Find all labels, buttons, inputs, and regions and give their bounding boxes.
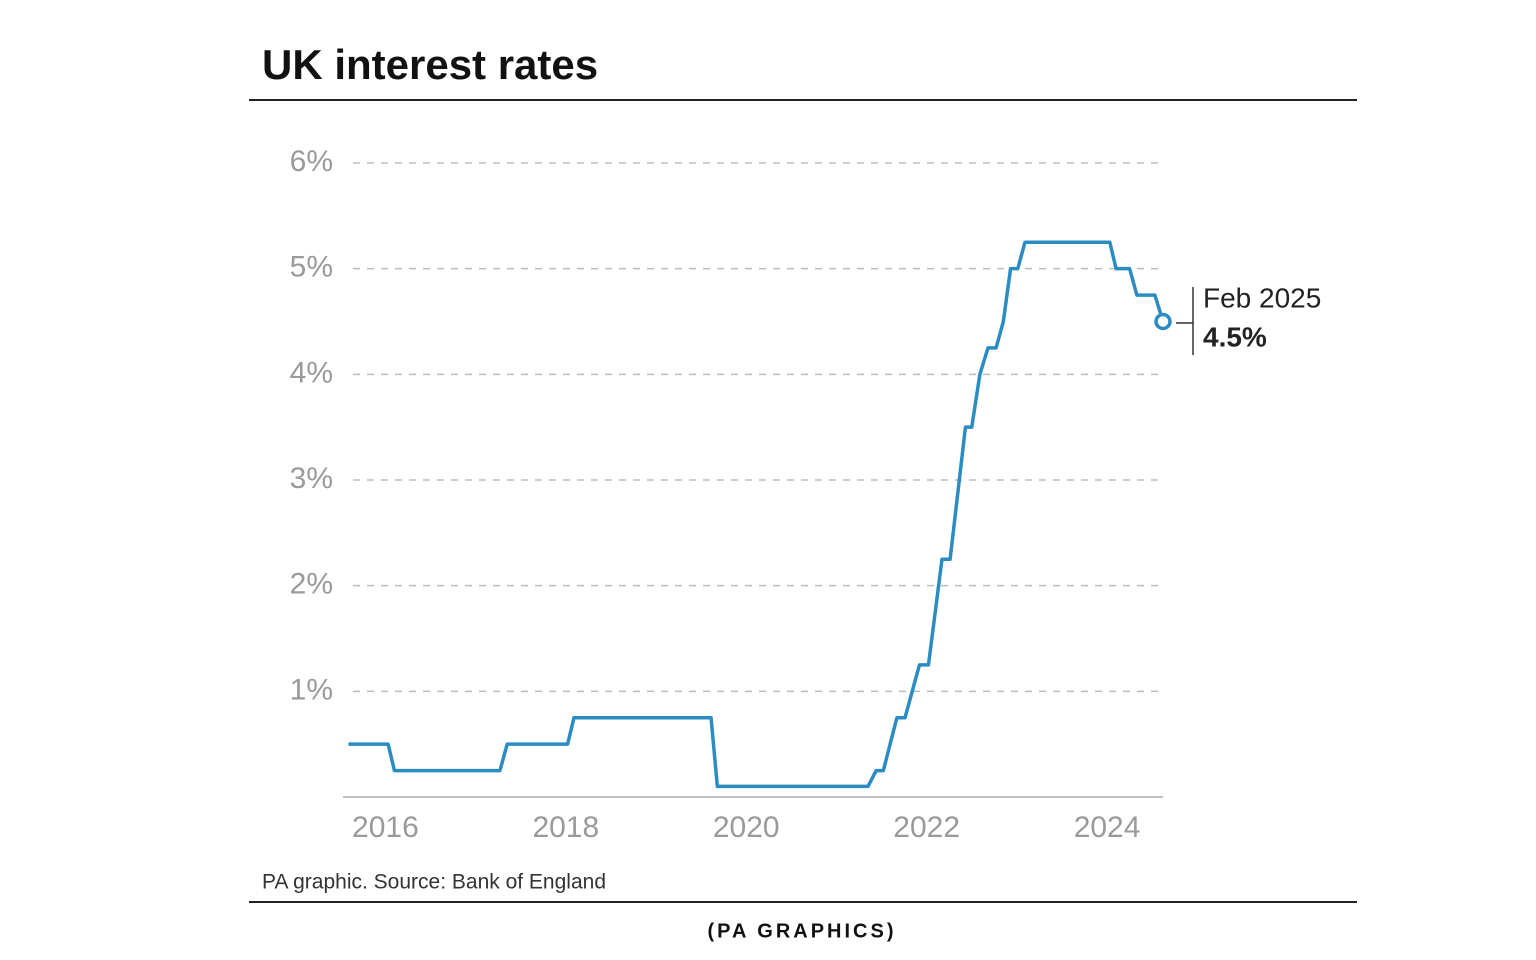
x-tick-label: 2024 xyxy=(1074,811,1141,844)
chart-title: UK interest rates xyxy=(262,41,598,88)
credit: (PA GRAPHICS) xyxy=(708,920,897,942)
end-marker xyxy=(1154,312,1172,331)
y-tick-label: 4% xyxy=(290,356,333,389)
y-tick-label: 2% xyxy=(290,568,333,601)
annotation-date: Feb 2025 xyxy=(1203,282,1321,313)
rate-line xyxy=(348,240,1165,789)
y-tick-label: 6% xyxy=(290,145,333,178)
y-tick-label: 5% xyxy=(290,251,333,284)
y-tick-label: 3% xyxy=(290,462,333,495)
y-tick-label: 1% xyxy=(290,673,333,706)
source: PA graphic. Source: Bank of England xyxy=(262,871,606,894)
x-tick-label: 2020 xyxy=(713,811,780,844)
x-tick-label: 2018 xyxy=(532,811,599,844)
annotation-value: 4.5% xyxy=(1203,321,1267,352)
x-tick-label: 2016 xyxy=(352,811,419,844)
x-tick-label: 2022 xyxy=(893,811,960,844)
